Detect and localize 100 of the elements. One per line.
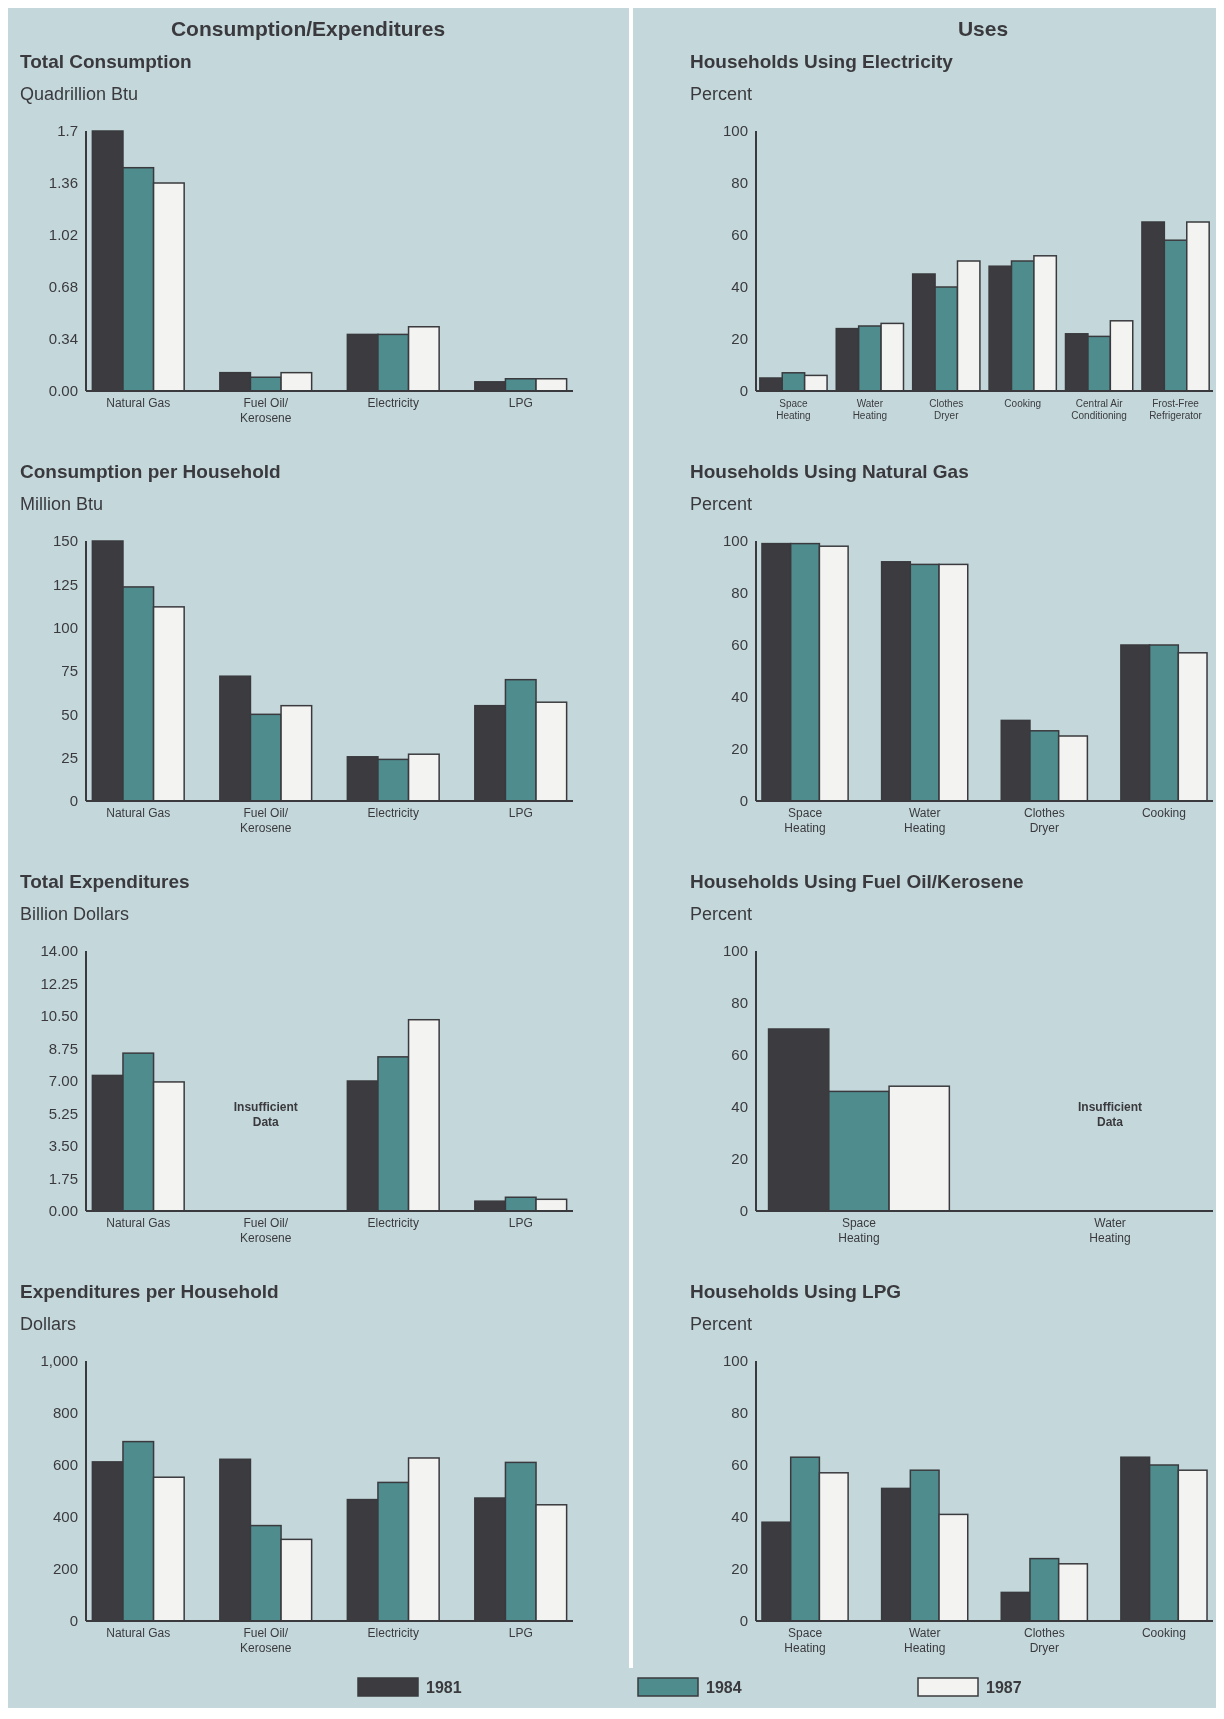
chart-title: Consumption per Household [20,461,281,482]
y-tick-label: 100 [722,122,748,140]
y-tick-label: 10.50 [40,1007,78,1025]
x-tick-label: Electricity [367,806,419,820]
x-tick-label: Fuel Oil/ Kerosene [240,806,292,835]
chart-title: Households Using Natural Gas [690,461,969,482]
y-tick-label: 20 [731,1560,748,1578]
y-tick-label: 100 [52,618,78,636]
y-tick-label: 20 [731,330,748,348]
x-tick-label: Clothes Dryer [929,398,964,421]
annotation: Insufficient Data [233,1100,298,1129]
y-tick-label: 100 [722,532,748,550]
y-tick-label: 1.36 [48,174,78,192]
y-axis-title: Percent [690,904,753,924]
y-tick-label: 0 [739,382,748,400]
x-tick-label: Natural Gas [106,1216,171,1230]
x-tick-label: Space Heating [776,398,811,421]
x-tick-label: Natural Gas [106,1626,171,1640]
x-tick-label: Water Heating [852,398,888,421]
y-axis-title: Percent [690,1314,753,1334]
x-tick-label: LPG [508,1216,533,1230]
x-tick-label: Natural Gas [106,396,171,410]
x-tick-label: Space Heating [784,1626,826,1655]
chart-title: Households Using LPG [690,1281,902,1302]
x-tick-label: Clothes Dryer [1023,1626,1065,1655]
chart-title: Total Consumption [20,51,192,72]
y-tick-label: 125 [52,575,78,593]
y-tick-label: 0 [739,1612,748,1630]
y-tick-label: 7.00 [48,1072,78,1090]
y-tick-label: 800 [52,1404,78,1422]
y-tick-label: 0.00 [48,382,78,400]
x-tick-label: Fuel Oil/ Kerosene [240,396,292,425]
x-tick-label: Frost-Free Refrigerator [1149,398,1203,421]
x-tick-label: Electricity [367,1626,419,1640]
y-tick-label: 0.00 [48,1202,78,1220]
y-tick-label: 0 [69,1612,78,1630]
y-axis-title: Quadrillion Btu [20,84,139,104]
y-tick-label: 40 [731,278,748,296]
y-tick-label: 60 [731,1046,748,1064]
x-tick-label: Cooking [1004,398,1042,409]
y-tick-label: 60 [731,1456,748,1474]
y-axis-title: Percent [690,84,753,104]
y-tick-label: 8.75 [48,1039,78,1057]
x-tick-label: Water Heating [1089,1216,1131,1245]
y-tick-label: 20 [731,1150,748,1168]
y-axis-title: Million Btu [20,494,104,514]
y-tick-label: 0 [69,792,78,810]
y-tick-label: 1,000 [40,1352,78,1370]
chart-title: Households Using Fuel Oil/Kerosene [690,871,1024,892]
legend-label: 1984 [706,1679,742,1696]
annotation: Insufficient Data [1078,1100,1143,1129]
y-tick-label: 25 [61,748,78,766]
y-tick-label: 600 [52,1456,78,1474]
y-tick-label: 100 [722,1352,748,1370]
x-tick-label: Cooking [1141,806,1186,820]
y-tick-label: 40 [731,1508,748,1526]
y-tick-label: 80 [731,174,748,192]
y-tick-label: 150 [52,532,78,550]
legend-label: 1981 [426,1679,462,1696]
y-tick-label: 1.02 [48,226,78,244]
y-tick-label: 40 [731,688,748,706]
y-tick-label: 200 [52,1560,78,1578]
y-tick-label: 14.00 [40,942,78,960]
x-tick-label: Clothes Dryer [1023,806,1065,835]
y-tick-label: 1.7 [57,122,78,140]
x-tick-label: Natural Gas [106,806,171,820]
y-tick-label: 400 [52,1508,78,1526]
x-tick-label: Central Air Conditioning [1071,398,1127,421]
y-tick-label: 75 [61,662,78,680]
x-tick-label: Electricity [367,1216,419,1230]
x-tick-label: Electricity [367,396,419,410]
y-tick-label: 5.25 [48,1104,78,1122]
x-tick-label: Space Heating [784,806,826,835]
y-tick-label: 40 [731,1098,748,1116]
x-tick-label: LPG [508,396,533,410]
y-tick-label: 80 [731,994,748,1012]
x-tick-label: Water Heating [904,1626,946,1655]
chart-title: Expenditures per Household [20,1281,279,1302]
y-axis-title: Percent [690,494,753,514]
text: Uses [957,17,1009,40]
x-tick-label: Water Heating [904,806,946,835]
x-tick-label: LPG [508,1626,533,1640]
x-tick-label: Space Heating [838,1216,880,1245]
y-tick-label: 80 [731,1404,748,1422]
x-tick-label: Fuel Oil/ Kerosene [240,1626,292,1655]
y-tick-label: 60 [731,226,748,244]
text: Consumption/Expenditures [170,17,446,40]
y-tick-label: 50 [61,705,78,723]
y-tick-label: 0.34 [48,330,78,348]
y-tick-label: 100 [722,942,748,960]
y-tick-label: 0 [739,792,748,810]
x-tick-label: Fuel Oil/ Kerosene [240,1216,292,1245]
y-tick-label: 3.50 [48,1137,78,1155]
chart-title: Households Using Electricity [690,51,954,72]
x-tick-label: LPG [508,806,533,820]
y-tick-label: 80 [731,584,748,602]
y-tick-label: 0 [739,1202,748,1220]
y-tick-label: 60 [731,636,748,654]
y-tick-label: 1.75 [48,1169,78,1187]
y-tick-label: 20 [731,740,748,758]
